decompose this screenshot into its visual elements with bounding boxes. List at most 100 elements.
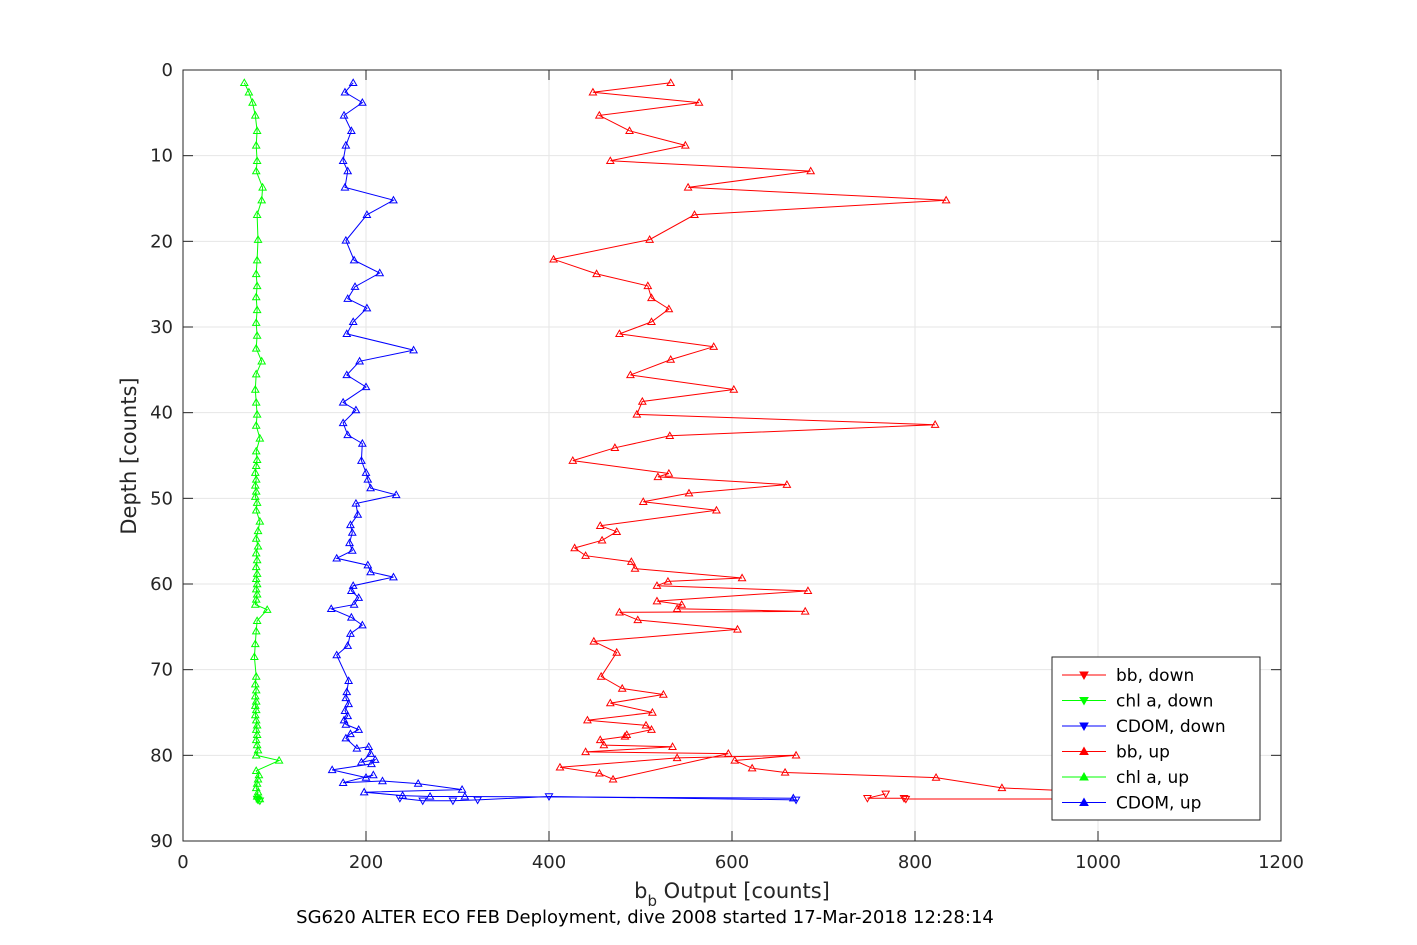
chart-caption: SG620 ALTER ECO FEB Deployment, dive 200…: [296, 907, 994, 928]
data-point-marker: [251, 725, 261, 733]
y-axis-label: Depth [counts]: [117, 377, 141, 534]
data-point-marker: [244, 87, 254, 96]
data-point-marker: [666, 78, 676, 87]
data-point-marker: [252, 126, 262, 135]
data-point-marker: [346, 126, 356, 135]
data-point-marker: [253, 526, 263, 535]
data-point-marker: [252, 569, 262, 577]
data-point-marker: [930, 420, 940, 428]
data-point-marker: [368, 770, 378, 779]
data-point-marker: [338, 778, 348, 786]
data-point-marker: [357, 438, 367, 447]
data-point-marker: [625, 370, 635, 379]
data-point-marker: [356, 757, 366, 766]
data-point-marker: [257, 356, 267, 365]
data-point-marker: [327, 765, 337, 774]
data-point-marker: [625, 126, 634, 135]
data-point-marker: [255, 794, 265, 803]
legend-entry: CDOM, up: [1062, 794, 1201, 814]
data-point-marker: [782, 480, 792, 488]
data-point-marker: [632, 409, 642, 418]
data-point-marker: [252, 210, 262, 218]
data-point-marker: [349, 255, 359, 264]
series-line: [243, 82, 281, 800]
data-point-marker: [251, 446, 261, 455]
data-point-marker: [592, 269, 602, 278]
data-point-marker: [342, 370, 352, 379]
data-point-marker: [599, 740, 609, 749]
data-point-marker: [341, 733, 351, 742]
data-point-marker: [343, 430, 353, 439]
axis-ticks: 0 200 400 600 800 1000 1200 0 10 20 30 40 50 60 70 80 90: [150, 60, 1304, 873]
y-tick-label: 80: [150, 745, 173, 766]
data-point-marker: [351, 498, 361, 507]
data-point-marker: [899, 794, 909, 803]
data-point-marker: [367, 759, 376, 768]
data-point-marker: [647, 725, 656, 733]
data-point-marker: [251, 140, 261, 149]
data-point-marker: [733, 624, 742, 633]
data-point-marker: [251, 269, 261, 278]
data-point-marker: [366, 749, 376, 757]
x-tick-label: 400: [532, 852, 566, 873]
data-point-marker: [250, 384, 260, 393]
legend-entry: bb, down: [1062, 666, 1194, 686]
data-point-marker: [672, 753, 682, 762]
data-point-marker: [366, 567, 376, 576]
data-point-marker: [353, 510, 363, 518]
data-point-marker: [473, 796, 483, 805]
y-tick-label: 60: [150, 574, 173, 595]
y-tick-label: 90: [150, 831, 173, 852]
data-point-marker: [340, 87, 350, 96]
data-point-marker: [647, 707, 657, 716]
data-point-marker: [341, 719, 351, 728]
legend-entry: chl a, up: [1062, 768, 1189, 788]
data-point-marker: [680, 140, 690, 149]
data-point-marker: [250, 701, 260, 709]
data-point-marker: [780, 767, 790, 776]
data-point-marker: [931, 772, 941, 781]
series-chl-a-up: [239, 78, 284, 803]
data-point-marker: [357, 620, 367, 629]
data-point-marker: [250, 480, 260, 489]
data-point-marker: [252, 330, 262, 339]
data-point-marker: [391, 490, 401, 499]
legend-label: CDOM, up: [1116, 794, 1201, 814]
data-point-marker: [597, 535, 607, 544]
data-point-marker: [658, 689, 668, 698]
data-point-marker: [409, 345, 419, 354]
data-point-marker: [251, 166, 261, 175]
data-point-marker: [251, 420, 261, 429]
data-point-marker: [254, 770, 264, 779]
data-point-marker: [788, 793, 798, 802]
legend-marker: [1079, 771, 1089, 781]
data-point-marker: [251, 626, 261, 635]
data-point-marker: [608, 774, 618, 783]
data-point-marker: [249, 652, 259, 661]
data-point-marker: [643, 281, 653, 290]
data-point-marker: [664, 304, 674, 313]
data-point-marker: [250, 468, 260, 476]
data-point-marker: [672, 604, 682, 613]
y-tick-label: 0: [162, 60, 173, 81]
legend-entry: CDOM, down: [1062, 717, 1226, 737]
series-line: [551, 82, 1236, 799]
data-point-marker: [341, 235, 351, 244]
data-point-marker: [338, 397, 348, 406]
data-point-marker: [252, 740, 262, 749]
legend-marker: [1079, 797, 1089, 806]
y-tick-label: 50: [150, 488, 173, 509]
data-point-marker: [251, 705, 261, 714]
data-point-marker: [251, 671, 261, 680]
data-point-marker: [605, 698, 615, 707]
data-point-marker: [338, 418, 348, 427]
data-point-marker: [366, 483, 376, 492]
data-point-marker: [348, 78, 358, 87]
y-tick-label: 30: [150, 317, 173, 338]
data-point-marker: [345, 520, 355, 529]
data-point-marker: [665, 431, 675, 439]
data-point-marker: [343, 166, 353, 175]
x-tick-label: 1000: [1075, 852, 1121, 873]
data-point-marker: [747, 763, 757, 772]
data-point-marker: [251, 318, 261, 326]
